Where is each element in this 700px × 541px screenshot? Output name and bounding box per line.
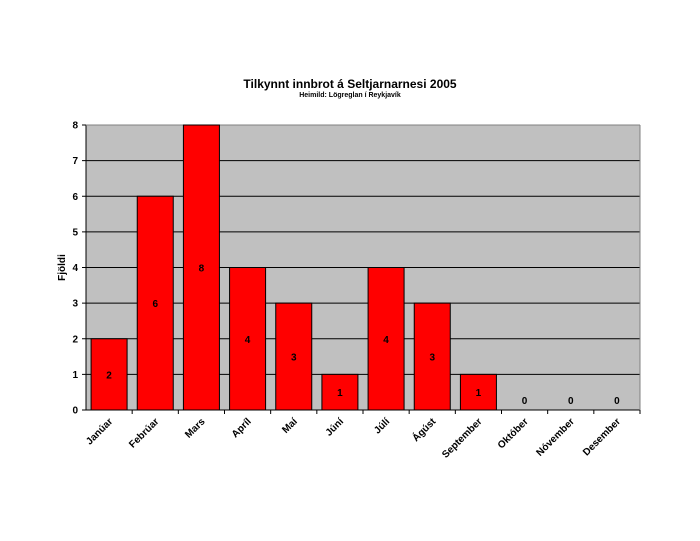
chart-title: Tilkynnt innbrot á Seltjarnarnesi 2005 [243,77,457,91]
bar [182,124,220,411]
bar [413,302,451,411]
y-tick-label: 1 [72,370,78,381]
data-label: 4 [383,335,389,346]
y-tick-label: 7 [72,156,78,167]
data-label: 1 [476,388,482,399]
y-tick-label: 6 [72,192,78,203]
chart-subtitle: Heimild: Lögreglan í Reykjavík [299,92,401,99]
x-tick-label: Mars [183,416,208,441]
y-tick-label: 5 [72,227,78,238]
axes [82,124,641,414]
data-label: 8 [199,264,205,275]
bar [459,373,497,411]
data-label: 4 [245,335,251,346]
x-tick-label: Nóvember [535,416,577,458]
y-tick-label: 3 [72,299,78,310]
data-label: 3 [429,353,435,364]
x-tick-label: Ágúst [409,414,439,444]
x-tick-label: September [440,416,484,460]
y-tick-label: 8 [72,121,78,132]
bar [90,338,128,411]
y-tick-label: 0 [72,406,78,417]
data-label: 1 [337,388,343,399]
x-tick-label: Júlí [372,415,393,436]
bar [321,373,359,411]
data-label: 0 [614,396,620,407]
bars [90,124,497,411]
y-tick-label: 2 [72,334,78,345]
data-label: 0 [568,396,574,407]
y-tick-label: 4 [72,263,78,274]
x-tick-label: Febrúar [127,416,161,450]
bar [275,302,313,411]
x-tick-label: Maí [280,415,300,435]
x-tick-label: Desember [581,416,623,458]
bar [136,195,174,411]
y-axis-label: Fjöldi [57,254,68,281]
data-label: 6 [152,299,158,310]
data-label: 3 [291,353,297,364]
x-tick-label: Janúar [84,416,115,447]
x-tick-label: Apríl [230,416,254,440]
data-label: 2 [106,370,112,381]
x-tick-label: Júní [324,415,347,438]
x-tick-label: Október [496,416,531,451]
bar [229,267,267,411]
bar [367,267,405,411]
data-label: 0 [522,396,528,407]
